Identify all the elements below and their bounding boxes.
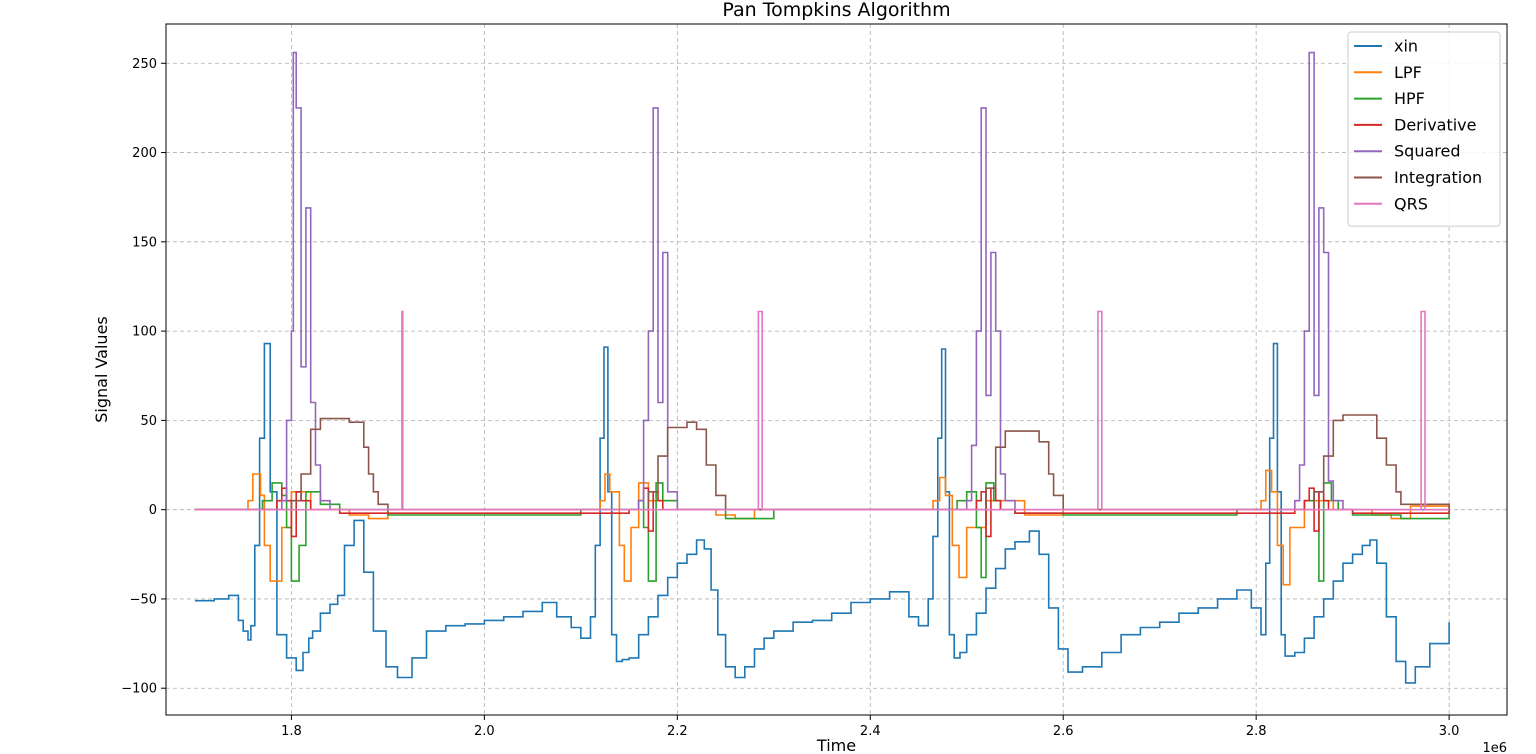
- legend-box: [1347, 31, 1501, 227]
- series-line-integration: [194, 414, 1450, 511]
- series-line-xin: [194, 342, 1450, 684]
- x-tick-label: 3.0: [1439, 724, 1460, 739]
- y-tick-label: 100: [132, 325, 157, 340]
- y-tick-label: 0: [149, 503, 157, 518]
- x-tick-label: 2.6: [1053, 724, 1074, 739]
- legend-entry: Squared: [1394, 142, 1460, 161]
- legend-entry: xin: [1394, 37, 1418, 56]
- x-tick-label: 2.0: [474, 724, 495, 739]
- y-tick-label: 50: [140, 414, 157, 429]
- chart-title: Pan Tompkins Algorithm: [722, 0, 950, 21]
- series-layer: [194, 51, 1450, 684]
- x-tick-label: 2.8: [1246, 724, 1267, 739]
- x-tick-label: 1.8: [281, 724, 302, 739]
- series-line-squared: [194, 51, 1450, 511]
- x-tick-label: 2.2: [667, 724, 688, 739]
- series-line-qrs: [194, 310, 1450, 511]
- y-tick-label: 150: [132, 235, 157, 250]
- x-scale-label: 1e6: [1482, 741, 1507, 754]
- legend-entry: HPF: [1394, 89, 1425, 108]
- series-line-lpf: [194, 469, 1450, 586]
- y-axis: −100 −50 0 50 100 150 200 250: [121, 57, 166, 697]
- y-tick-label: 200: [132, 146, 157, 161]
- y-axis-label: Signal Values: [92, 316, 111, 423]
- x-tick-label: 2.4: [860, 724, 881, 739]
- legend-entry: QRS: [1394, 194, 1428, 213]
- y-tick-label: −100: [121, 682, 157, 697]
- legend: xin LPF HPF Derivative Squared Integration QRS: [1347, 31, 1501, 227]
- series-line-derivative: [194, 487, 1450, 538]
- x-axis: 1.8 2.0 2.2 2.4 2.6 2.8 3.0: [281, 715, 1459, 739]
- grid: [166, 24, 1507, 715]
- legend-entry: LPF: [1394, 63, 1422, 82]
- y-tick-label: 250: [132, 57, 157, 72]
- plot-frame: [165, 23, 1508, 716]
- legend-entry: Derivative: [1394, 115, 1477, 134]
- legend-entry: Integration: [1394, 168, 1482, 187]
- y-tick-label: −50: [130, 592, 157, 607]
- x-axis-label: Time: [816, 736, 856, 754]
- series-line-hpf: [194, 482, 1450, 582]
